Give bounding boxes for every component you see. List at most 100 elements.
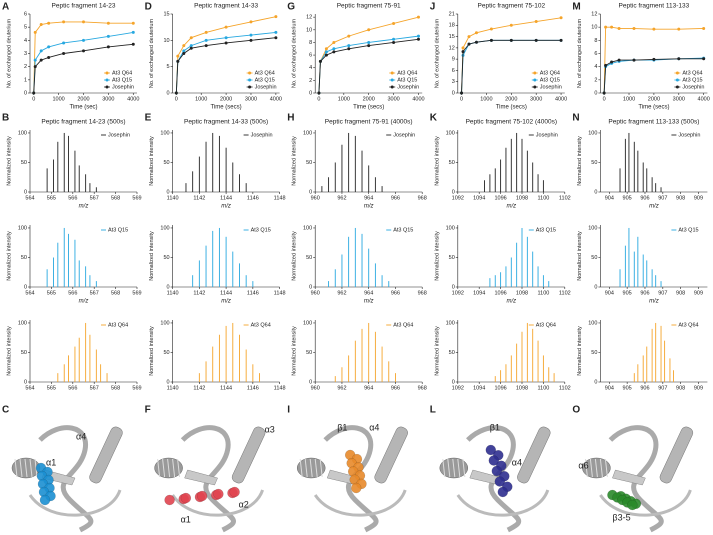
- x-tick-label: 1092: [452, 385, 464, 391]
- data-point: [347, 44, 351, 48]
- y-tick-label: 50: [21, 350, 27, 356]
- loop: [456, 489, 550, 517]
- structure-annotation: β3-5: [612, 512, 630, 522]
- legend-label: At3 Q15: [678, 227, 698, 233]
- x-tick-label: 909: [694, 195, 703, 201]
- helix-stripe: [14, 458, 18, 478]
- data-point: [189, 36, 193, 40]
- data-point: [604, 25, 608, 29]
- atom-sphere: [497, 486, 508, 498]
- data-point: [176, 54, 180, 58]
- data-point: [610, 60, 614, 64]
- x-axis-label: Time (secs): [496, 105, 527, 111]
- data-point: [677, 57, 681, 61]
- legend-label: At3 Q64: [112, 70, 132, 76]
- chart-title: Peptic fragment 75-91 (4000s): [325, 119, 413, 126]
- data-point: [82, 38, 85, 42]
- data-point: [489, 27, 493, 31]
- helix-stripe: [604, 458, 608, 478]
- x-tick-label: 1000: [195, 96, 207, 102]
- y-tick-label: 100: [303, 225, 312, 231]
- data-point: [249, 20, 253, 24]
- y-tick-label: 50: [591, 255, 597, 261]
- x-tick-label: 966: [391, 290, 400, 296]
- x-axis-label: m/z: [79, 204, 89, 210]
- x-tick-label: 3000: [673, 96, 685, 102]
- data-point: [182, 44, 186, 48]
- x-tick-label: 1098: [516, 290, 528, 296]
- data-point: [33, 30, 37, 34]
- x-tick-label: 1142: [193, 385, 205, 391]
- data-point: [131, 30, 135, 34]
- y-tick-label: 50: [306, 255, 312, 261]
- long-helix: [374, 426, 408, 484]
- panel-label: K: [430, 113, 438, 124]
- data-point: [106, 21, 110, 25]
- data-point: [632, 26, 636, 30]
- y-tick-label: 10: [306, 27, 312, 33]
- y-tick-label: 0: [594, 284, 597, 290]
- atom-sphere: [196, 490, 208, 502]
- x-axis-label: m/z: [649, 299, 659, 305]
- y-tick-label: 100: [18, 130, 27, 136]
- x-tick-label: 569: [132, 290, 141, 296]
- y-tick-label: 0: [452, 90, 455, 96]
- y-tick-label: 4: [309, 65, 312, 71]
- y-tick-label: 10: [591, 25, 597, 31]
- structure: [582, 425, 694, 533]
- x-tick-label: 904: [605, 195, 614, 201]
- y-tick-label: 100: [18, 320, 27, 326]
- data-point: [39, 49, 43, 53]
- data-point: [534, 20, 538, 24]
- data-point: [324, 47, 328, 51]
- x-tick-label: 1140: [167, 290, 179, 296]
- y-tick-label: 6: [452, 68, 455, 74]
- loop: [171, 489, 265, 517]
- y-axis-label: Normalized intensity: [6, 326, 12, 376]
- legend-label: At3 Q64: [108, 322, 128, 328]
- y-axis-label: No. of exchanged deuterium: [577, 19, 583, 89]
- x-tick-label: 565: [47, 195, 56, 201]
- data-point: [62, 52, 66, 55]
- x-axis-label: Time (secs): [353, 105, 384, 111]
- x-tick-label: 564: [25, 290, 34, 296]
- y-tick-label: 2: [594, 77, 597, 83]
- structure: [11, 425, 123, 533]
- x-tick-label: 905: [623, 290, 632, 296]
- y-tick-label: 100: [303, 320, 312, 326]
- chart-title: Peptic fragment 14-33: [194, 3, 258, 10]
- y-tick-label: 3: [452, 79, 455, 85]
- data-point: [416, 37, 420, 41]
- data-point: [131, 21, 135, 25]
- x-tick-label: 2000: [220, 96, 232, 102]
- y-tick-label: 100: [446, 320, 455, 326]
- y-tick-label: 6: [24, 11, 27, 17]
- structure-annotation: α1: [46, 457, 56, 467]
- helix-stripe: [457, 458, 461, 478]
- series-line: [175, 16, 276, 94]
- y-tick-label: 50: [163, 350, 169, 356]
- legend-label: Josephin: [251, 132, 273, 138]
- y-tick-label: 50: [449, 350, 455, 356]
- y-tick-label: 50: [163, 255, 169, 261]
- structure-annotation: β1: [337, 422, 347, 432]
- series-line: [461, 39, 562, 94]
- x-tick-label: 1096: [494, 195, 506, 201]
- y-axis-label: Normalized intensity: [6, 231, 12, 281]
- x-tick-label: 909: [694, 385, 703, 391]
- x-tick-label: 1144: [220, 195, 232, 201]
- atom-sphere: [351, 482, 362, 494]
- legend-label: At3 Q64: [397, 70, 417, 76]
- helix-stripe: [319, 458, 323, 478]
- structure-annotation: α2: [239, 499, 249, 509]
- y-tick-label: 0: [452, 379, 455, 385]
- x-tick-label: 564: [25, 385, 34, 391]
- x-tick-label: 1096: [494, 290, 506, 296]
- y-axis-label: No. of exchanged deuterium: [292, 19, 298, 89]
- legend-label: At3 Q64: [536, 322, 556, 328]
- data-point: [559, 16, 563, 20]
- data-point: [224, 25, 228, 29]
- loop: [599, 489, 692, 517]
- atom-sphere: [491, 465, 502, 477]
